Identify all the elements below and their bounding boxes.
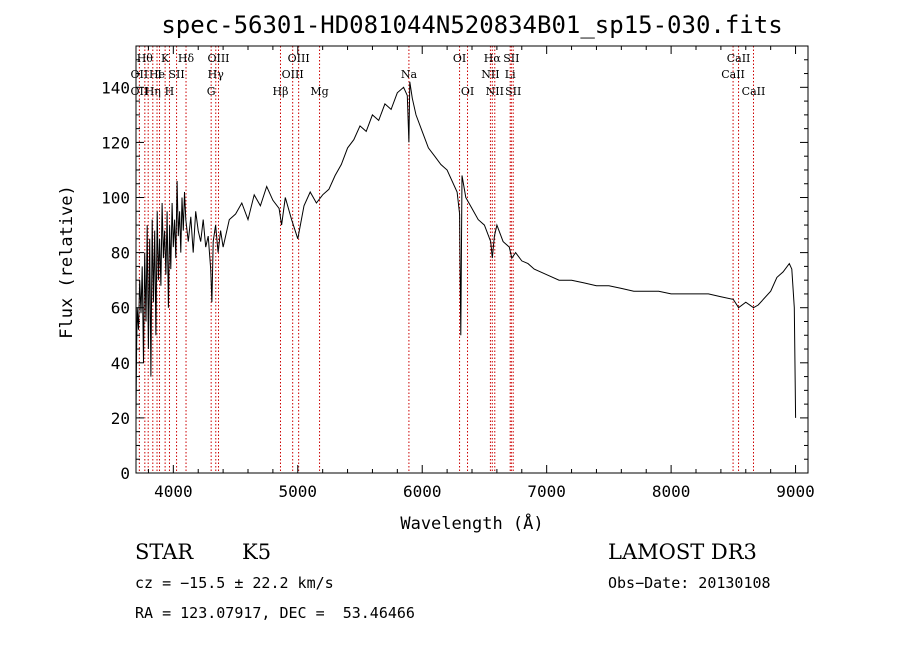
x-tick-label-8000: 8000 xyxy=(652,482,691,501)
line-label-25: OI xyxy=(461,85,474,98)
object-class: STAR xyxy=(135,540,194,564)
y-tick-label-0: 0 xyxy=(120,464,130,483)
y-tick-label-20: 20 xyxy=(111,409,130,428)
y-tick-label-140: 140 xyxy=(101,78,130,97)
line-label-26: NII xyxy=(486,85,504,98)
x-tick-label-6000: 6000 xyxy=(403,482,442,501)
line-label-1: K xyxy=(161,52,170,65)
x-tick-label-9000: 9000 xyxy=(776,482,815,501)
line-label-12: SII xyxy=(168,68,184,81)
survey-name: LAMOST DR3 xyxy=(608,540,757,564)
line-label-24: Mg xyxy=(310,85,328,98)
coordinates: RA = 123.07917, DEC = 53.46466 xyxy=(135,604,415,622)
y-tick-label-100: 100 xyxy=(101,189,130,208)
line-label-22: G xyxy=(207,85,216,98)
line-label-15: Na xyxy=(401,68,418,81)
line-label-28: CaII xyxy=(742,85,766,98)
obs-date: Obs−Date: 20130108 xyxy=(608,574,771,592)
line-markers xyxy=(138,46,754,473)
x-tick-label-5000: 5000 xyxy=(279,482,318,501)
line-label-27: SII xyxy=(505,85,521,98)
plot-frame xyxy=(135,45,809,474)
y-axis-ticks: 0 20 40 60 80 100 120 140 xyxy=(101,59,808,483)
y-tick-label-80: 80 xyxy=(111,244,130,263)
y-tick-label-60: 60 xyxy=(111,299,130,318)
line-label-20: Hη xyxy=(145,85,161,98)
line-label-9: OII xyxy=(131,68,149,81)
y-tick-label-120: 120 xyxy=(101,133,130,152)
spectrum-line xyxy=(135,81,797,418)
chart-title: spec-56301-HD081044N520834B01_sp15-030.f… xyxy=(161,11,782,39)
line-label-4: OIII xyxy=(288,52,310,65)
line-label-10: He xyxy=(149,68,165,81)
x-axis-label: Wavelength (Å) xyxy=(400,512,543,534)
line-label-17: Li xyxy=(505,68,516,81)
line-label-16: NII xyxy=(481,68,499,81)
x-axis-ticks: 4000 5000 6000 7000 8000 9000 xyxy=(147,46,815,501)
redshift-cz: cz = −15.5 ± 22.2 km/s xyxy=(135,574,334,592)
line-label-13: Hγ xyxy=(208,68,225,81)
line-label-19: OII xyxy=(131,85,149,98)
line-label-7: SII xyxy=(503,52,519,65)
y-axis-label: Flux (relative) xyxy=(57,185,77,339)
line-label-3: OIII xyxy=(207,52,229,65)
line-label-11: I xyxy=(157,68,161,81)
line-label-8: CaII xyxy=(727,52,751,65)
line-label-0: Hθ xyxy=(137,52,154,65)
x-tick-label-4000: 4000 xyxy=(154,482,193,501)
y-tick-label-40: 40 xyxy=(111,354,130,373)
spectrum-series xyxy=(135,81,797,418)
line-label-6: Hα xyxy=(484,52,502,65)
line-label-2: Hδ xyxy=(178,52,195,65)
line-label-5: OI xyxy=(453,52,466,65)
subclass: K5 xyxy=(242,540,272,564)
line-label-14: OIII xyxy=(282,68,304,81)
line-label-21: H xyxy=(165,85,175,98)
line-label-18: CaII xyxy=(721,68,745,81)
line-label-23: Hβ xyxy=(273,85,289,98)
x-tick-label-7000: 7000 xyxy=(527,482,566,501)
